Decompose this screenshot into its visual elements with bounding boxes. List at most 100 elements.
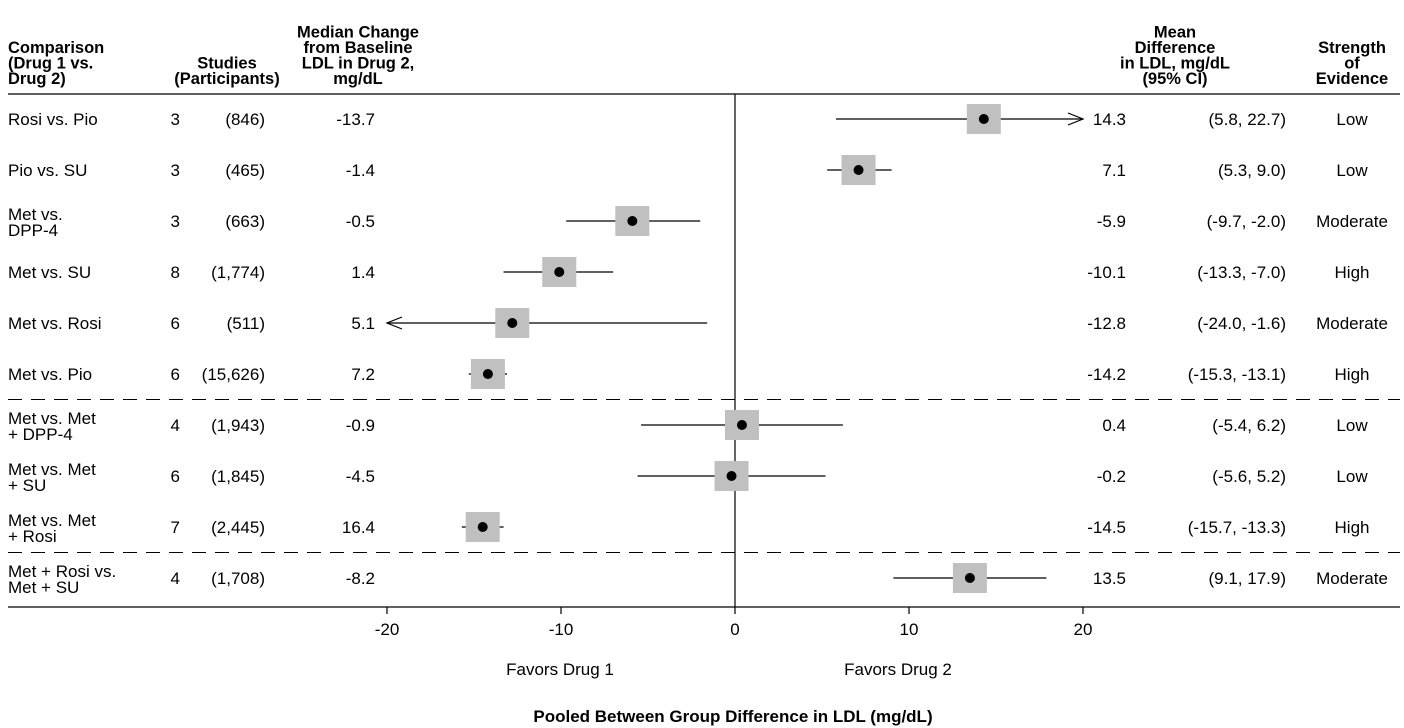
row-mean: 13.5: [1093, 569, 1126, 588]
row-median: -0.9: [346, 416, 375, 435]
header-median-line-1: from Baseline: [303, 39, 412, 57]
estimate-point: [507, 318, 518, 328]
row-participants: (1,943): [211, 416, 265, 435]
estimate-point: [964, 573, 975, 583]
row-ci: (9.1, 17.9): [1209, 569, 1287, 588]
row-median: -8.2: [346, 569, 375, 588]
row-mean: -12.8: [1087, 314, 1126, 333]
row-mean: 14.3: [1093, 110, 1126, 129]
estimate-point: [627, 216, 638, 226]
header-mean-difference-line-1: Difference: [1135, 39, 1216, 57]
estimate-point: [736, 420, 747, 430]
row-label: Met vs. Met: [8, 511, 96, 530]
x-tick-label: -10: [549, 620, 574, 639]
x-tick-label: 0: [730, 620, 739, 639]
row-label: Rosi vs. Pio: [8, 110, 98, 129]
estimate-point: [978, 114, 989, 124]
row-ci: (5.8, 22.7): [1209, 110, 1287, 129]
row-participants: (663): [225, 212, 265, 231]
row-strength: Low: [1336, 416, 1368, 435]
row-participants: (1,845): [211, 467, 265, 486]
row-participants: (1,774): [211, 263, 265, 282]
row-strength: Low: [1336, 110, 1368, 129]
header-strength-line-1: of: [1344, 55, 1360, 73]
row-label: Pio vs. SU: [8, 161, 87, 180]
row-participants: (846): [225, 110, 265, 129]
row-studies: 6: [171, 314, 180, 333]
header-median-line-0: Median Change: [297, 24, 419, 42]
row-participants: (1,708): [211, 569, 265, 588]
row-studies: 8: [171, 263, 180, 282]
estimate-point: [482, 369, 493, 379]
row-label: Met + Rosi vs.: [8, 562, 116, 581]
header-mean-difference-line-3: (95% CI): [1142, 70, 1207, 88]
row-label: Met vs. Met: [8, 460, 96, 479]
row-mean: -0.2: [1097, 467, 1126, 486]
row-studies: 3: [171, 161, 180, 180]
header-studies-line-1: (Participants): [174, 70, 279, 88]
row-median: -13.7: [336, 110, 375, 129]
row-studies: 4: [171, 569, 180, 588]
row-mean: -14.5: [1087, 518, 1126, 537]
row-label: Met vs. Met: [8, 409, 96, 428]
row-strength: Moderate: [1316, 212, 1388, 231]
estimate-point: [554, 267, 565, 277]
row-studies: 3: [171, 110, 180, 129]
row-strength: Moderate: [1316, 314, 1388, 333]
row-studies: 3: [171, 212, 180, 231]
row-ci: (-15.7, -13.3): [1188, 518, 1286, 537]
row-studies: 4: [171, 416, 180, 435]
row-ci: (-9.7, -2.0): [1207, 212, 1286, 231]
row-studies: 7: [171, 518, 180, 537]
row-label: + SU: [8, 476, 46, 495]
header-median-line-2: LDL in Drug 2,: [302, 55, 414, 73]
row-median: -1.4: [346, 161, 375, 180]
row-mean: 0.4: [1102, 416, 1126, 435]
row-median: -0.5: [346, 212, 375, 231]
x-tick-label: 20: [1074, 620, 1093, 639]
row-strength: Moderate: [1316, 569, 1388, 588]
row-strength: High: [1335, 518, 1370, 537]
row-participants: (511): [227, 314, 265, 333]
row-mean: 7.1: [1102, 161, 1126, 180]
header-comparison-line-0: Comparison: [8, 39, 104, 57]
row-ci: (5.3, 9.0): [1218, 161, 1286, 180]
ci-arrow-left: [385, 316, 403, 330]
row-ci: (-24.0, -1.6): [1197, 314, 1286, 333]
row-label: Met vs. SU: [8, 263, 91, 282]
row-ci: (-15.3, -13.1): [1188, 365, 1286, 384]
header-strength-line-2: Evidence: [1316, 70, 1388, 88]
row-label: Met vs. Pio: [8, 365, 92, 384]
row-ci: (-5.6, 5.2): [1212, 467, 1286, 486]
row-label: Met vs.: [8, 205, 63, 224]
row-median: 16.4: [342, 518, 375, 537]
row-mean: -10.1: [1087, 263, 1126, 282]
header-strength-line-0: Strength: [1318, 39, 1386, 57]
header-comparison-line-2: Drug 2): [8, 70, 66, 88]
x-tick-label: -20: [375, 620, 400, 639]
header-comparison-line-1: (Drug 1 vs.: [8, 55, 93, 73]
header-mean-difference-line-0: Mean: [1154, 24, 1196, 42]
row-median: 7.2: [351, 365, 375, 384]
row-mean: -5.9: [1097, 212, 1126, 231]
row-ci: (-13.3, -7.0): [1197, 263, 1286, 282]
row-label: Met vs. Rosi: [8, 314, 102, 333]
favors-drug-1-label: Favors Drug 1: [506, 660, 614, 679]
row-strength: High: [1335, 365, 1370, 384]
ci-arrow-right: [1067, 112, 1085, 126]
row-label: + DPP-4: [8, 425, 73, 444]
row-participants: (2,445): [211, 518, 265, 537]
row-label: Met + SU: [8, 578, 79, 597]
row-median: 1.4: [351, 263, 375, 282]
header-studies-line-0: Studies: [197, 55, 257, 73]
estimate-point: [726, 471, 737, 481]
row-mean: -14.2: [1087, 365, 1126, 384]
row-strength: Low: [1336, 161, 1368, 180]
x-axis-title: Pooled Between Group Difference in LDL (…: [533, 707, 932, 726]
header-median-line-3: mg/dL: [333, 70, 383, 88]
favors-drug-2-label: Favors Drug 2: [844, 660, 952, 679]
row-strength: Low: [1336, 467, 1368, 486]
row-strength: High: [1335, 263, 1370, 282]
row-studies: 6: [171, 365, 180, 384]
